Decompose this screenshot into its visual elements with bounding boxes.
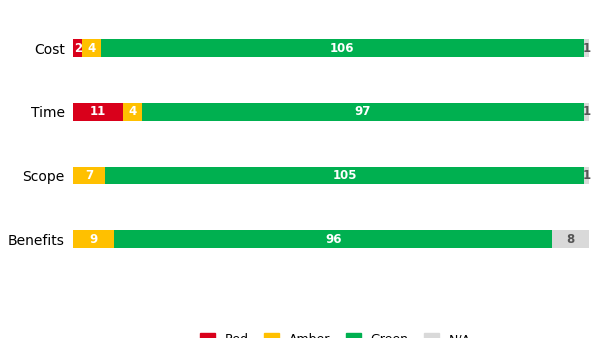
Bar	[584, 167, 589, 184]
Text: 2: 2	[74, 42, 82, 55]
Bar	[584, 103, 589, 121]
Bar	[73, 230, 114, 248]
Bar	[142, 103, 584, 121]
Bar	[552, 230, 589, 248]
Bar	[73, 167, 105, 184]
Bar	[73, 40, 82, 57]
Legend: Red, Amber, Green, N/A: Red, Amber, Green, N/A	[195, 328, 476, 338]
Text: 1: 1	[583, 169, 590, 182]
Text: 1: 1	[583, 42, 590, 55]
Bar	[73, 103, 123, 121]
Text: 4: 4	[87, 42, 96, 55]
Text: 7: 7	[85, 169, 93, 182]
Bar	[82, 40, 101, 57]
Bar	[123, 103, 142, 121]
Text: 4: 4	[128, 105, 137, 118]
Text: 9: 9	[90, 233, 98, 245]
Bar	[105, 167, 584, 184]
Bar	[114, 230, 552, 248]
Bar	[101, 40, 584, 57]
Text: 97: 97	[354, 105, 371, 118]
Text: 8: 8	[566, 233, 575, 245]
Text: 96: 96	[325, 233, 342, 245]
Bar	[584, 40, 589, 57]
Text: 11: 11	[90, 105, 106, 118]
Text: 1: 1	[583, 105, 590, 118]
Text: 106: 106	[330, 42, 354, 55]
Text: 105: 105	[332, 169, 357, 182]
